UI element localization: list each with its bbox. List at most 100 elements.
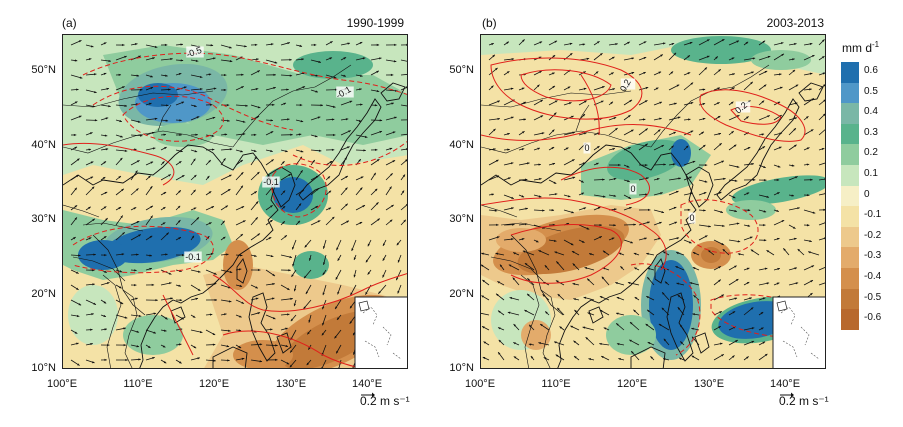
wind-vector-head xyxy=(762,341,766,344)
wind-vector-head xyxy=(351,248,354,251)
wind-vector-head xyxy=(318,149,322,152)
wind-vector-head xyxy=(284,235,287,238)
wind-vector-head xyxy=(122,43,125,47)
wind-vector-head xyxy=(255,217,258,220)
wind-vector-head xyxy=(545,311,548,314)
wind-vector-head xyxy=(674,221,678,224)
wind-vector-head xyxy=(551,209,555,212)
wind-vector-head xyxy=(177,220,181,223)
wind-vector-head xyxy=(521,87,525,90)
wind-vector-head xyxy=(596,162,599,165)
island-outline xyxy=(236,258,248,284)
wind-vector-head xyxy=(610,101,613,105)
wind-vector-head xyxy=(168,88,171,91)
panel-a-label: (a) xyxy=(62,16,77,30)
wind-vector-head xyxy=(524,263,528,266)
wind-vector-head xyxy=(557,307,560,311)
reference-vector-b-label: 0.2 m s⁻¹ xyxy=(779,394,829,408)
wind-vector-head xyxy=(583,71,586,74)
contour-label: -0.5 xyxy=(185,45,203,60)
island-outline xyxy=(666,292,710,362)
wind-vector-head xyxy=(496,223,499,227)
wind-vector-head xyxy=(661,307,665,311)
wind-vector-head xyxy=(76,175,79,178)
border-line xyxy=(520,274,556,368)
wind-vector-head xyxy=(74,187,77,191)
wind-vector-head xyxy=(731,57,735,60)
wind-vector-head xyxy=(481,252,484,255)
wind-vector-head xyxy=(554,251,558,254)
wind-vector-head xyxy=(675,190,679,194)
wind-vector-head xyxy=(195,59,199,62)
wind-vector-head xyxy=(791,164,795,167)
wind-vector-head xyxy=(103,161,107,164)
wind-vector-head xyxy=(499,264,503,268)
wind-vector-head xyxy=(482,326,485,329)
wind-vector-head xyxy=(602,178,605,181)
wind-vector-head xyxy=(397,290,400,294)
wind-vector-head xyxy=(767,55,771,59)
wind-vector-head xyxy=(301,189,305,192)
wind-vector-head xyxy=(821,56,825,59)
wind-vector-head xyxy=(554,239,557,242)
wind-vector-head xyxy=(76,342,79,345)
contour-line xyxy=(520,69,612,102)
wind-vector-head xyxy=(589,253,592,256)
wind-vector-head xyxy=(730,101,734,104)
wind-vector-head xyxy=(764,267,768,270)
wind-vector-head xyxy=(538,163,541,166)
wind-vector-head xyxy=(511,238,514,241)
wind-vector-head xyxy=(539,177,542,181)
wind-vector-head xyxy=(178,284,181,287)
wind-vector-head xyxy=(289,255,292,259)
wind-vector-head xyxy=(241,86,244,89)
wind-vector-head xyxy=(763,223,766,227)
wind-vector-head xyxy=(704,180,708,183)
wind-vector-head xyxy=(291,274,294,277)
contour-label-bg xyxy=(620,78,636,90)
wind-vector-head xyxy=(732,196,736,199)
wind-vector-head xyxy=(162,222,166,225)
wind-vector-head xyxy=(79,76,83,79)
wind-vector-head xyxy=(191,235,195,239)
wind-vector-head xyxy=(104,358,107,362)
wind-vector-head xyxy=(508,264,512,267)
wind-vector-head xyxy=(689,192,693,195)
lon-tick-a-130: 130°E xyxy=(275,378,307,390)
wind-vector-head xyxy=(389,186,392,190)
wind-vector-head xyxy=(673,52,677,56)
contour-label-bg xyxy=(735,101,751,113)
wind-vector-head xyxy=(150,161,154,164)
wind-vector-head xyxy=(93,302,96,305)
wind-vector-head xyxy=(336,317,340,320)
wind-vector-head xyxy=(599,309,603,313)
wind-vector-head xyxy=(238,329,242,332)
contour-line xyxy=(699,89,806,142)
wind-vector-head xyxy=(155,299,158,302)
wind-vector-head xyxy=(810,129,814,132)
wind-vector-head xyxy=(718,326,721,329)
wind-vector-head xyxy=(587,312,591,315)
wind-vector-head xyxy=(148,175,151,179)
wind-vector-head xyxy=(135,297,138,300)
wind-vector-head xyxy=(315,90,318,93)
wind-vector-head xyxy=(721,242,724,245)
wind-vector-head xyxy=(630,241,633,244)
wind-vector-head xyxy=(345,176,348,179)
wind-vector-head xyxy=(643,41,647,44)
wind-vector-head xyxy=(315,206,318,209)
wind-vector-head xyxy=(573,298,576,301)
wind-vector-head xyxy=(764,353,768,357)
wind-vector-head xyxy=(513,342,516,345)
wind-vector-head xyxy=(582,162,586,165)
wind-vector-head xyxy=(663,163,666,166)
wind-vector-head xyxy=(535,240,539,243)
wind-vector-head xyxy=(528,343,532,346)
contour-line xyxy=(710,294,816,338)
wind-vector-head xyxy=(76,88,79,91)
wind-vector-head xyxy=(362,205,365,208)
wind-vector-head xyxy=(510,162,514,165)
wind-vector-head xyxy=(206,236,210,239)
wind-vector-head xyxy=(806,147,810,150)
wind-vector-head xyxy=(287,313,290,316)
